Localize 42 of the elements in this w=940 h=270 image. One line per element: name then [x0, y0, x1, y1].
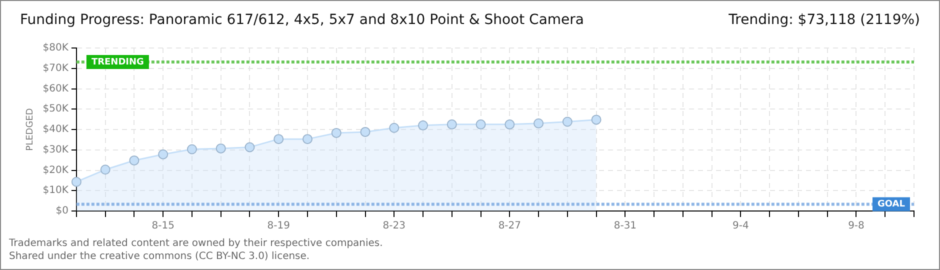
x-tick-label: 9-8 — [848, 220, 864, 232]
point — [244, 142, 255, 152]
text: Shared under the creative commons (CC BY-NC 3.0) license. — [9, 250, 311, 263]
point — [476, 119, 486, 130]
x-tick-label: 9-4 — [732, 220, 749, 232]
x-tick-label: 8-15 — [152, 220, 174, 232]
point — [331, 128, 342, 138]
point — [302, 134, 312, 144]
point — [274, 134, 284, 144]
x-tick-label: 8-19 — [267, 220, 290, 232]
point — [186, 144, 197, 154]
ref-line-label: TRENDING — [91, 57, 144, 68]
y-tick-label: $60K — [42, 83, 69, 94]
point — [534, 118, 544, 128]
x-tick-label: 8-23 — [382, 220, 406, 232]
y-tick-label: $0 — [56, 206, 68, 217]
text: Trademarks and related content are owned by their respective companies. — [9, 237, 383, 250]
point — [360, 126, 370, 137]
point — [71, 176, 82, 187]
point — [129, 155, 140, 166]
point — [100, 164, 110, 175]
point — [446, 119, 457, 130]
x-tick-label: 8-31 — [614, 220, 637, 232]
chart-subtitle: Trending: $73,118 (2119%) — [728, 12, 920, 28]
ref-line-label: GOAL — [878, 200, 906, 210]
point — [158, 149, 168, 160]
x-tick-label: 8-27 — [498, 220, 522, 232]
point — [418, 120, 428, 130]
point — [562, 116, 572, 127]
y-tick-label: $50K — [42, 104, 69, 115]
point — [504, 119, 515, 130]
y-tick-label: $70K — [42, 62, 69, 74]
y-tick-label: $40K — [42, 124, 69, 136]
chart-title: Funding Progress: Panoramic 617/612, 4x5, 5x7 and 8x10 Point & Shoot Camera — [20, 12, 584, 28]
y-axis-title: PLEDGED — [26, 108, 36, 151]
point — [216, 143, 226, 154]
y-tick-label: $80K — [42, 42, 69, 54]
point — [591, 114, 602, 125]
y-tick-label: $20K — [42, 164, 69, 176]
point — [389, 122, 400, 133]
y-tick-label: $10K — [42, 185, 69, 196]
y-tick-label: $30K — [42, 144, 69, 156]
